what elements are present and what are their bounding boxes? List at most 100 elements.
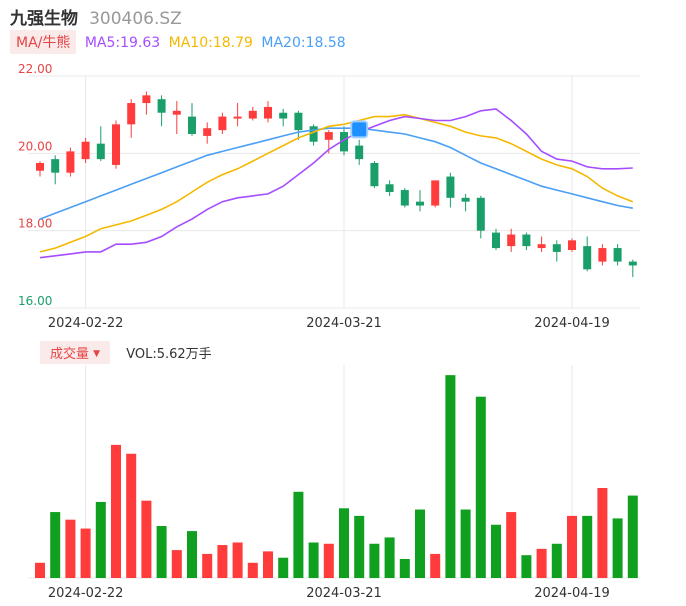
candle-body <box>568 240 576 250</box>
ma5-line <box>39 108 633 259</box>
volume-bar <box>597 487 608 578</box>
ma10-line <box>39 113 634 253</box>
x-tick-label: 2024-04-19 <box>534 316 610 331</box>
candle-body <box>431 180 440 206</box>
volume-bar <box>445 375 456 578</box>
volume-bar <box>399 558 410 578</box>
candle-body <box>385 184 394 192</box>
volume-bar <box>612 518 623 578</box>
candle-body <box>340 132 348 152</box>
volume-x-tick-label: 2024-03-21 <box>306 586 382 601</box>
ma20-label: MA20:18.58 <box>261 35 346 51</box>
candle-body <box>264 106 272 119</box>
volume-indicator-button[interactable]: 成交量 ▼ <box>40 341 111 364</box>
event-marker-icon <box>350 120 369 139</box>
ma10-label: MA10:18.79 <box>168 35 253 51</box>
volume-x-tick-label: 2024-04-19 <box>534 586 610 601</box>
candle-body <box>324 132 333 140</box>
dropdown-arrow-icon: ▼ <box>93 349 101 359</box>
volume-bar <box>475 396 486 578</box>
candle-body <box>461 197 470 202</box>
ma5-label: MA5:19.63 <box>84 35 161 51</box>
stock-header: 九强生物 300406.SZ <box>10 4 182 29</box>
volume-bar <box>627 495 638 578</box>
volume-bar <box>65 519 76 578</box>
volume-bar <box>415 509 425 578</box>
volume-bar <box>50 512 61 578</box>
volume-bar <box>232 542 243 578</box>
volume-bar <box>171 550 182 578</box>
ma-legend: MA/牛熊 MA5:19.63 MA10:18.79 MA20:18.58 <box>10 30 346 54</box>
volume-bar <box>217 545 228 578</box>
volume-bar <box>263 551 273 578</box>
candle-body <box>294 112 303 131</box>
volume-bar <box>293 491 304 578</box>
ma-indicator-button[interactable]: MA/牛熊 <box>10 30 77 54</box>
volume-bar <box>126 453 137 578</box>
candle-body <box>522 234 531 247</box>
candle-body <box>81 141 90 160</box>
candle-body <box>613 248 622 262</box>
y-tick-label: 22.00 <box>18 62 52 76</box>
volume-bar <box>430 553 441 578</box>
volume-bar <box>35 562 45 578</box>
volume-bar <box>460 509 471 578</box>
candle-body <box>598 248 607 262</box>
candle-body <box>233 116 242 119</box>
volume-value: VOL:5.62万手 <box>126 347 212 362</box>
volume-bar <box>247 562 258 578</box>
candle-body <box>51 159 60 173</box>
volume-bar <box>95 501 106 578</box>
volume-bar <box>156 526 167 578</box>
volume-bar <box>491 524 501 578</box>
volume-bar <box>111 444 121 578</box>
x-tick-label: 2024-03-21 <box>306 316 382 331</box>
candle-body <box>537 244 546 249</box>
volume-bar <box>278 557 289 578</box>
volume-x-tick-label: 2024-02-22 <box>48 586 124 601</box>
candle-body <box>492 232 500 249</box>
candle-body <box>416 201 424 206</box>
candle-body <box>583 246 592 270</box>
volume-bar <box>339 508 349 578</box>
volume-bar <box>354 515 365 578</box>
candle-body <box>355 145 364 160</box>
candle-body <box>507 234 516 247</box>
candle-body <box>127 103 136 125</box>
ma20-line <box>39 127 633 220</box>
candle-body <box>552 244 561 252</box>
stock-name: 九强生物 <box>10 9 78 29</box>
candle-body <box>248 110 257 119</box>
candle-body <box>628 261 637 266</box>
candle-body <box>142 95 151 104</box>
candle-body <box>203 128 212 136</box>
candle-body <box>400 190 409 206</box>
volume-bar <box>308 542 319 578</box>
volume-bar <box>551 543 562 578</box>
volume-bar <box>567 515 577 578</box>
candle-body <box>96 143 105 160</box>
volume-legend: 成交量 ▼ VOL:5.62万手 <box>40 341 212 364</box>
candle-body <box>66 151 75 173</box>
candle-body <box>188 116 196 134</box>
y-tick-label: 18.00 <box>18 217 52 231</box>
candle-body <box>112 124 120 165</box>
candle-body <box>309 126 318 142</box>
stock-code: 300406.SZ <box>89 9 182 29</box>
candle-body <box>446 176 455 198</box>
candle-body <box>476 197 485 231</box>
volume-bar <box>323 543 334 578</box>
candle-body <box>157 99 166 113</box>
candle-body <box>218 116 227 131</box>
volume-bar <box>521 555 532 578</box>
volume-bar <box>141 500 152 578</box>
volume-bar <box>202 553 213 578</box>
volume-bar <box>187 531 197 578</box>
x-tick-label: 2024-02-22 <box>48 316 124 331</box>
y-tick-label: 16.00 <box>18 294 52 308</box>
y-tick-label: 20.00 <box>18 139 52 153</box>
candle-body <box>172 110 181 115</box>
candle-body <box>36 163 44 171</box>
candle-body <box>370 163 379 187</box>
